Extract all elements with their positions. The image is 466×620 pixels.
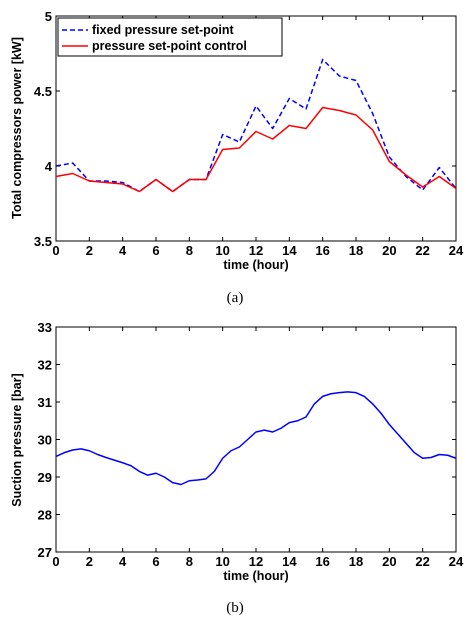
y-tick-label: 27	[38, 545, 52, 560]
chart-b-xlabel: time (hour)	[223, 569, 288, 583]
x-tick-label: 14	[282, 554, 297, 569]
x-tick-label: 16	[315, 554, 329, 569]
legend-label-fixed-pressure: fixed pressure set-point	[92, 23, 235, 37]
chart-a: 0 2 4 6 8 10 12 14 16 18 20 22 243.544.55 time (hour…	[10, 9, 464, 306]
legend-label-pressure-control: pressure set-point control	[92, 39, 247, 53]
x-tick-label: 20	[382, 554, 396, 569]
chart-b-series-line-0	[55, 391, 457, 486]
chart-a-series-line-1	[55, 106, 457, 193]
chart-a-caption: (a)	[227, 290, 244, 306]
x-tick-label: 6	[152, 243, 159, 258]
x-tick-label: 4	[119, 554, 127, 569]
x-tick-label: 0	[52, 554, 59, 569]
x-tick-label: 2	[86, 554, 93, 569]
x-tick-label: 10	[215, 243, 229, 258]
chart-b-caption: (b)	[226, 600, 244, 616]
x-tick-label: 0	[52, 243, 59, 258]
x-tick-label: 2	[86, 243, 93, 258]
x-tick-label: 14	[282, 243, 297, 258]
y-tick-label: 4	[45, 159, 53, 174]
x-tick-label: 18	[349, 554, 363, 569]
chart-a-legend-box	[57, 17, 283, 57]
y-tick-label: 5	[45, 9, 52, 24]
x-tick-label: 12	[249, 243, 263, 258]
y-tick-label: 30	[38, 433, 52, 448]
y-tick-label: 32	[38, 358, 52, 373]
x-tick-label: 24	[449, 554, 464, 569]
chart-a-xlabel: time (hour)	[223, 258, 288, 272]
chart-b-series-layer	[55, 391, 457, 486]
chart-b-ylabel: Suction pressure [bar]	[10, 373, 24, 506]
x-tick-label: 22	[415, 243, 429, 258]
chart-a-series-line-0	[55, 58, 457, 193]
y-tick-label: 33	[38, 320, 52, 335]
x-tick-label: 16	[315, 243, 329, 258]
x-tick-label: 24	[449, 243, 464, 258]
x-tick-label: 18	[349, 243, 363, 258]
chart-a-series-layer	[55, 58, 457, 193]
y-tick-label: 28	[38, 508, 52, 523]
y-tick-label: 31	[38, 395, 52, 410]
x-tick-label: 4	[119, 243, 127, 258]
y-tick-label: 3.5	[34, 234, 52, 249]
y-tick-label: 29	[38, 470, 52, 485]
y-tick-label: 4.5	[34, 84, 52, 99]
chart-a-legend: fixed pressure set-point pressure set-po…	[57, 17, 283, 57]
x-tick-label: 22	[415, 554, 429, 569]
x-tick-label: 8	[186, 554, 193, 569]
x-tick-label: 6	[152, 554, 159, 569]
x-tick-label: 20	[382, 243, 396, 258]
chart-b-plot-area	[55, 326, 457, 553]
x-tick-label: 12	[249, 554, 263, 569]
x-tick-label: 8	[186, 243, 193, 258]
chart-a-ylabel: Total compressors power [kW]	[10, 37, 24, 219]
x-tick-label: 10	[215, 554, 229, 569]
